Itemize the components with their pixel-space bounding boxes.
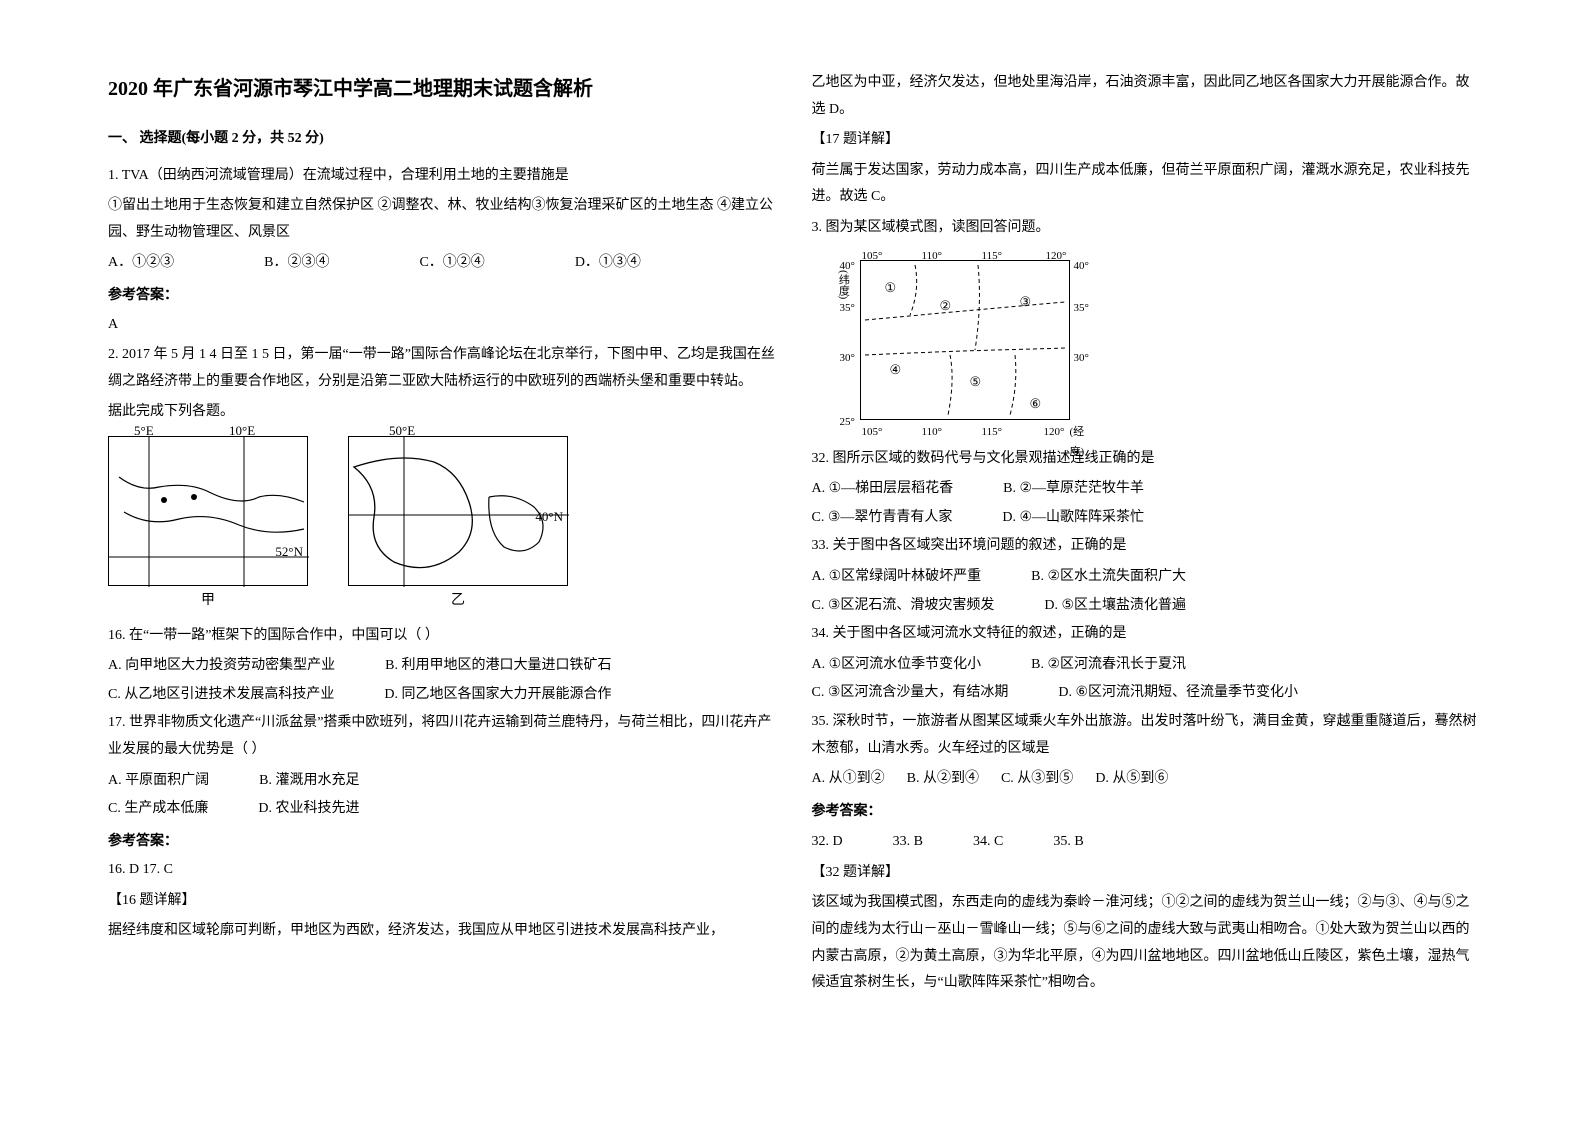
q33-a: A. ①区常绿阔叶林破坏严重	[812, 564, 982, 591]
q1-answer-label: 参考答案：	[108, 283, 776, 310]
ans-34: 34. C	[973, 829, 1003, 856]
q17-c: C. 生产成本低廉	[108, 796, 208, 823]
q1-stem: 1. TVA（田纳西河流域管理局）在流域过程中，合理利用土地的主要措施是	[108, 163, 776, 190]
q17-b: B. 灌溉用水充足	[259, 768, 359, 795]
map-a-wrap: 5°E 10°E 52°N 甲	[108, 436, 308, 615]
q35-d: D. 从⑤到⑥	[1095, 766, 1168, 793]
lon-120b: 120°	[1044, 422, 1065, 443]
region-1: ①	[885, 276, 897, 301]
lon-110b: 110°	[922, 422, 943, 443]
q2-answer-label: 参考答案：	[108, 829, 776, 856]
lat-25: 25°	[840, 412, 855, 433]
q33-c: C. ③区泥石流、滑坡灾害频发	[812, 593, 995, 620]
q2-stem1: 2. 2017 年 5 月 1 4 日至 1 5 日，第一届“一带一路”国际合作…	[108, 342, 776, 395]
right-column: 乙地区为中亚，经济欠发达，但地处里海沿岸，石油资源丰富，因此同乙地区各国家大力开…	[794, 70, 1498, 1072]
q1-opt-c: C．①②④	[419, 250, 484, 277]
q16-row2: C. 从乙地区引进技术发展高科技产业 D. 同乙地区各国家大力开展能源合作	[108, 682, 776, 709]
q16-stem: 16. 在“一带一路”框架下的国际合作中，中国可以（ ）	[108, 623, 776, 650]
exp17-body: 荷兰属于发达国家，劳动力成本高，四川生产成本低廉，但荷兰平原面积广阔，灌溉水源充…	[812, 158, 1480, 211]
q16-b: B. 利用甲地区的港口大量进口铁矿石	[385, 653, 611, 680]
q17-a: A. 平原面积广阔	[108, 768, 209, 795]
q32-stem: 32. 图所示区域的数码代号与文化景观描述连线正确的是	[812, 446, 1480, 473]
q34-c: C. ③区河流含沙量大，有结冰期	[812, 680, 1009, 707]
exp17-head: 【17 题详解】	[812, 127, 1480, 154]
left-column: 2020 年广东省河源市琴江中学高二地理期末试题含解析 一、 选择题(每小题 2…	[90, 70, 794, 1072]
q1-options: A．①②③ B．②③④ C．①②④ D．①③④	[108, 250, 776, 277]
q33-b: B. ②区水土流失面积广大	[1031, 564, 1186, 591]
exp32-body: 该区域为我国模式图，东西走向的虚线为秦岭－淮河线；①②之间的虚线为贺兰山一线；②…	[812, 890, 1480, 996]
exp16-body: 据经纬度和区域轮廓可判断，甲地区为西欧，经济发达，我国应从甲地区引进技术发展高科…	[108, 918, 776, 945]
q35-opts: A. 从①到② B. 从②到④ C. 从③到⑤ D. 从⑤到⑥	[812, 766, 1480, 793]
q17-row1: A. 平原面积广阔 B. 灌溉用水充足	[108, 768, 776, 795]
lat-35r: 35°	[1074, 298, 1089, 319]
figure-row: 5°E 10°E 52°N 甲 50°E 40°N	[108, 436, 776, 615]
region-2: ②	[940, 294, 952, 319]
q32-b: B. ②—草原茫茫牧牛羊	[1003, 476, 1144, 503]
section-heading: 一、 选择题(每小题 2 分，共 52 分)	[108, 126, 776, 153]
q17-stem: 17. 世界非物质文化遗产“川派盆景”搭乘中欧班列，将四川花卉运输到荷兰鹿特丹，…	[108, 710, 776, 763]
q35-c: C. 从③到⑤	[1001, 766, 1073, 793]
q34-stem: 34. 关于图中各区域河流水文特征的叙述，正确的是	[812, 621, 1480, 648]
region-4: ④	[890, 358, 902, 383]
lon-105b: 105°	[862, 422, 883, 443]
q35-stem: 35. 深秋时节，一旅游者从图某区域乘火车外出旅游。出发时落叶纷飞，满目金黄，穿…	[812, 709, 1480, 762]
q32-a: A. ①—梯田层层稻花香	[812, 476, 954, 503]
map-b-caption: 乙	[348, 588, 568, 615]
exp16-head: 【16 题详解】	[108, 888, 776, 915]
exp16-cont: 乙地区为中亚，经济欠发达，但地处里海沿岸，石油资源丰富，因此同乙地区各国家大力开…	[812, 70, 1480, 123]
q35-a: A. 从①到②	[812, 766, 885, 793]
q16-row1: A. 向甲地区大力投资劳动密集型产业 B. 利用甲地区的港口大量进口铁矿石	[108, 653, 776, 680]
region-diagram: 40° 35° 30° 25° (纬度) 105° 110° 115° 120°…	[830, 250, 1090, 440]
lat-30r: 30°	[1074, 348, 1089, 369]
q2-answers: 16. D 17. C	[108, 857, 776, 884]
q1-opt-a: A．①②③	[108, 250, 174, 277]
map-b-svg	[349, 437, 569, 587]
region-3: ③	[1020, 290, 1032, 315]
lat-40r: 40°	[1074, 256, 1089, 277]
q1-opt-b: B．②③④	[264, 250, 329, 277]
q17-d: D. 农业科技先进	[258, 796, 359, 823]
q1-list: ①留出土地用于生态恢复和建立自然保护区 ②调整农、林、牧业结构③恢复治理采矿区的…	[108, 193, 776, 246]
q33-d: D. ⑤区土壤盐渍化普遍	[1044, 593, 1186, 620]
q3-answer-label: 参考答案：	[812, 799, 1480, 826]
map-a-svg	[109, 437, 309, 587]
q32-d: D. ④—山歌阵阵采茶忙	[1002, 505, 1144, 532]
q32-c: C. ③—翠竹青青有人家	[812, 505, 953, 532]
q17-row2: C. 生产成本低廉 D. 农业科技先进	[108, 796, 776, 823]
lon-115b: 115°	[982, 422, 1003, 443]
q3-answers: 32. D 33. B 34. C 35. B	[812, 829, 1480, 856]
ans-32: 32. D	[812, 829, 843, 856]
region-6: ⑥	[1030, 392, 1042, 417]
q34-a: A. ①区河流水位季节变化小	[812, 652, 982, 679]
q2-stem2: 据此完成下列各题。	[108, 399, 776, 426]
q1-answer: A	[108, 312, 776, 339]
ans-33: 33. B	[893, 829, 923, 856]
exp32-head: 【32 题详解】	[812, 860, 1480, 887]
q35-b: B. 从②到④	[907, 766, 979, 793]
q34-b: B. ②区河流春汛长于夏汛	[1031, 652, 1186, 679]
q16-a: A. 向甲地区大力投资劳动密集型产业	[108, 653, 335, 680]
ans-35: 35. B	[1053, 829, 1083, 856]
q33-stem: 33. 关于图中各区域突出环境问题的叙述，正确的是	[812, 533, 1480, 560]
q16-d: D. 同乙地区各国家大力开展能源合作	[384, 682, 611, 709]
xlab: (经度)	[1070, 422, 1090, 464]
lat-35: 35°	[840, 298, 855, 319]
region-5: ⑤	[970, 370, 982, 395]
map-b: 50°E 40°N	[348, 436, 568, 586]
q34-d: D. ⑥区河流汛期短、径流量季节变化小	[1058, 680, 1298, 707]
page-title: 2020 年广东省河源市琴江中学高二地理期末试题含解析	[108, 70, 776, 108]
q1-opt-d: D．①③④	[575, 250, 641, 277]
map-a-caption: 甲	[108, 588, 308, 615]
q16-c: C. 从乙地区引进技术发展高科技产业	[108, 682, 334, 709]
map-b-wrap: 50°E 40°N 乙	[348, 436, 568, 615]
ylab: (纬度)	[833, 270, 854, 299]
q3-stem: 3. 图为某区域模式图，读图回答问题。	[812, 215, 1480, 242]
lat-30: 30°	[840, 348, 855, 369]
map-a: 5°E 10°E 52°N	[108, 436, 308, 586]
